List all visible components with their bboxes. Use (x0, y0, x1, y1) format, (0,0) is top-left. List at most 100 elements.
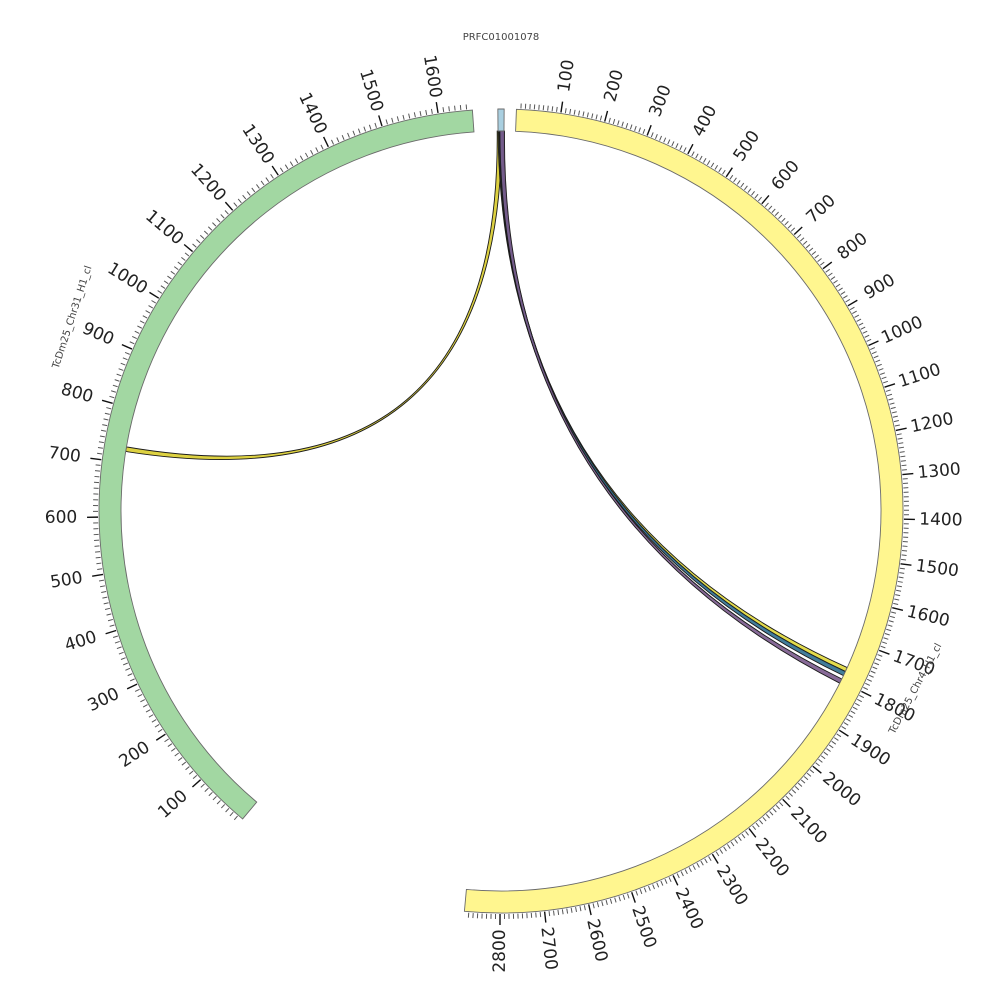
minor-tick (711, 163, 714, 167)
minor-tick (137, 326, 141, 328)
minor-tick (705, 859, 708, 863)
tick-label-chr31: 700 (47, 443, 82, 467)
minor-tick (609, 118, 610, 123)
minor-tick (196, 240, 200, 243)
minor-tick (98, 448, 103, 449)
minor-tick (902, 470, 907, 471)
minor-tick (266, 178, 269, 182)
minor-tick (857, 699, 861, 701)
minor-tick (696, 154, 698, 158)
minor-tick (899, 577, 904, 578)
minor-tick (580, 906, 581, 911)
minor-tick (280, 168, 283, 172)
minor-tick (119, 369, 124, 371)
major-tick (688, 144, 693, 154)
minor-tick (786, 796, 790, 800)
minor-tick (353, 131, 355, 136)
minor-tick (174, 267, 178, 270)
minor-tick (152, 300, 156, 303)
minor-tick (897, 434, 902, 435)
minor-tick (455, 106, 456, 111)
minor-tick (888, 399, 893, 400)
minor-tick (773, 808, 776, 812)
minor-tick (891, 612, 896, 613)
minor-tick (185, 253, 189, 256)
minor-tick (369, 125, 371, 130)
minor-tick (548, 106, 549, 111)
minor-tick (168, 744, 172, 747)
minor-tick (225, 210, 228, 214)
minor-tick (97, 569, 102, 570)
minor-tick (795, 786, 799, 789)
minor-tick (644, 888, 646, 893)
major-tick (436, 102, 438, 113)
minor-tick (300, 156, 302, 160)
minor-tick (855, 703, 859, 705)
minor-tick (878, 655, 883, 657)
minor-tick (600, 116, 601, 121)
minor-tick (748, 189, 751, 193)
major-tick (324, 137, 329, 147)
minor-tick (660, 136, 662, 141)
minor-tick (149, 715, 153, 718)
minor-tick (635, 126, 637, 131)
minor-tick (657, 883, 659, 888)
major-tick (605, 111, 608, 122)
minor-tick (171, 748, 175, 751)
minor-tick (884, 638, 889, 640)
minor-tick (890, 616, 895, 617)
major-tick (762, 195, 769, 203)
major-tick (823, 262, 832, 269)
major-tick (673, 875, 678, 885)
tick-label-chr4: 200 (600, 68, 628, 105)
minor-tick (785, 221, 789, 225)
minor-tick (668, 140, 670, 145)
minor-tick (789, 793, 793, 796)
minor-tick (810, 770, 814, 773)
major-tick (647, 125, 651, 135)
minor-tick (358, 129, 360, 134)
minor-tick (900, 456, 905, 457)
minor-tick (655, 134, 657, 139)
minor-tick (896, 590, 901, 591)
minor-tick (821, 756, 825, 759)
minor-tick (893, 603, 898, 604)
minor-tick (853, 707, 857, 709)
minor-tick (899, 573, 904, 574)
minor-tick (431, 109, 432, 114)
minor-tick (567, 909, 568, 914)
minor-tick (818, 259, 822, 262)
minor-tick (867, 339, 872, 341)
minor-tick (108, 619, 113, 620)
minor-tick (579, 111, 580, 116)
major-tick (589, 904, 591, 915)
tick-label-chr4: 2300 (712, 862, 752, 909)
minor-tick (100, 586, 105, 587)
minor-tick (234, 203, 237, 207)
minor-tick (562, 909, 563, 914)
minor-tick (106, 408, 111, 409)
minor-tick (252, 188, 255, 192)
minor-tick (876, 659, 881, 661)
minor-tick (115, 380, 120, 382)
major-tick (184, 245, 192, 252)
minor-tick (737, 180, 740, 184)
minor-tick (648, 886, 650, 891)
minor-tick (155, 724, 159, 727)
minor-tick (812, 251, 816, 254)
minor-tick (132, 336, 137, 338)
minor-tick (182, 762, 186, 765)
minor-tick (887, 394, 892, 395)
major-tick (102, 400, 113, 403)
major-tick (848, 300, 857, 306)
minor-tick (610, 899, 611, 904)
minor-tick (552, 106, 553, 111)
minor-tick (899, 447, 904, 448)
minor-tick (850, 307, 854, 309)
minor-tick (700, 156, 702, 160)
minor-tick (841, 292, 845, 295)
minor-tick (101, 430, 106, 431)
minor-tick (348, 133, 350, 138)
minor-tick (152, 720, 156, 723)
major-tick (632, 892, 636, 902)
